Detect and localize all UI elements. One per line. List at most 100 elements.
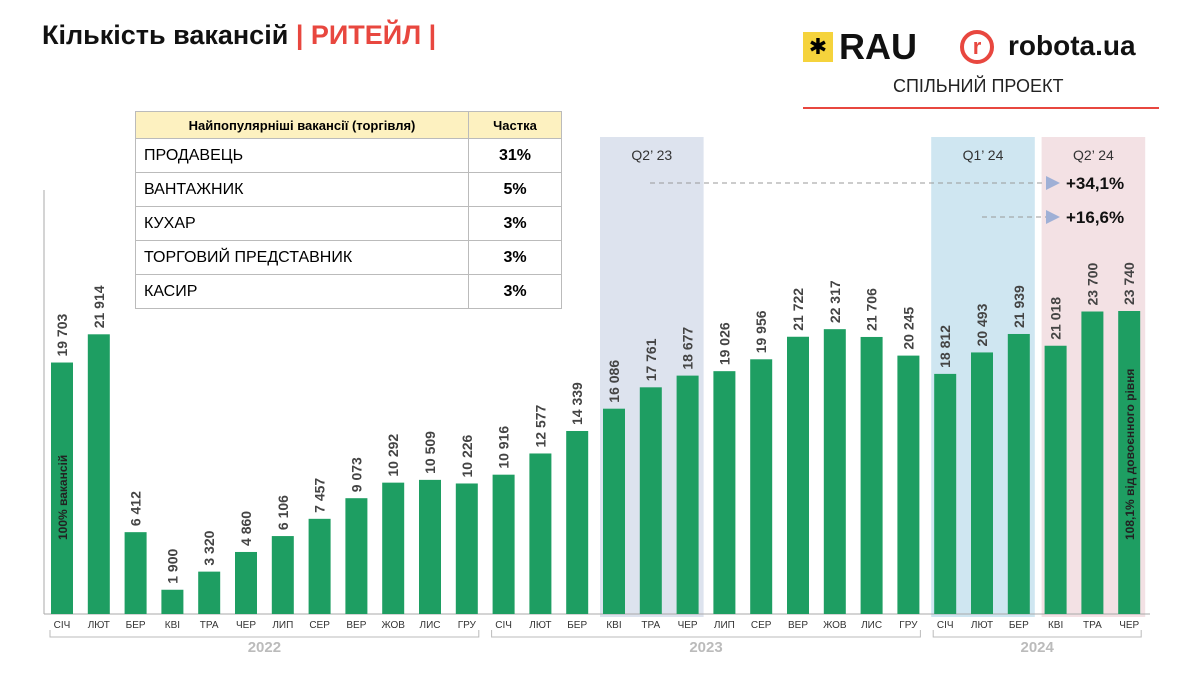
month-label: ТРА xyxy=(200,620,219,631)
bar xyxy=(124,532,147,614)
vacancy-share: 3% xyxy=(468,274,562,309)
bar-value-label: 9 073 xyxy=(348,457,364,492)
month-label: ТРА xyxy=(641,620,660,631)
bar xyxy=(934,373,957,614)
bar-value-label: 4 860 xyxy=(238,511,254,546)
table-row: ПРОДАВЕЦЬ 31% xyxy=(135,138,562,173)
bar-value-label: 7 457 xyxy=(312,478,328,513)
bar xyxy=(235,551,257,614)
rau-logo: RAU xyxy=(839,26,917,67)
month-label: КВІ xyxy=(1048,620,1063,631)
page-title: Кількість вакансій | РИТЕЙЛ | xyxy=(42,20,436,51)
arrow-icon xyxy=(1046,176,1060,190)
header-share: Частка xyxy=(468,111,562,139)
month-label: ЛЮТ xyxy=(88,620,110,631)
bar-value-label: 22 317 xyxy=(827,280,843,323)
robota-r-icon: r xyxy=(960,30,994,64)
bar xyxy=(492,474,515,614)
top-vacancies-table: Найпопулярніші вакансії (торгівля) Частка… xyxy=(135,111,562,309)
bar-value-label: 21 018 xyxy=(1048,297,1064,340)
bar xyxy=(87,334,110,614)
month-label: ЖОВ xyxy=(381,620,405,631)
quarter-label: Q2’ 24 xyxy=(1073,147,1114,163)
month-label: ТРА xyxy=(1083,620,1102,631)
year-label: 2024 xyxy=(1021,639,1055,656)
bar xyxy=(529,453,552,614)
month-label: ЛИС xyxy=(420,620,441,631)
growth-label: +34,1% xyxy=(1066,174,1124,193)
bar-value-label: 3 320 xyxy=(201,530,217,565)
bar xyxy=(161,589,184,614)
logos: ✱ RAU r robota.ua СПІЛЬНИЙ ПРОЕКТ xyxy=(803,26,1163,110)
month-label: КВІ xyxy=(165,620,180,631)
month-label: ЛИС xyxy=(861,620,882,631)
last-bar-annotation: 108,1% від довоєнного рівня xyxy=(1123,369,1137,540)
vacancy-share: 5% xyxy=(468,172,562,207)
month-label: ЛЮТ xyxy=(529,620,551,631)
bar-value-label: 6 412 xyxy=(128,491,144,526)
month-label: СЕР xyxy=(309,620,330,631)
month-label: БЕР xyxy=(126,620,146,631)
vacancy-name: ТОРГОВИЙ ПРЕДСТАВНИК xyxy=(135,240,469,275)
bar xyxy=(345,498,368,614)
bar-value-label: 23 740 xyxy=(1121,262,1137,305)
header-vacancy: Найпопулярніші вакансії (торгівля) xyxy=(135,111,469,139)
rau-star-icon: ✱ xyxy=(803,32,833,62)
bar xyxy=(308,518,331,614)
table-row: ТОРГОВИЙ ПРЕДСТАВНИК 3% xyxy=(135,240,562,275)
bar-value-label: 21 722 xyxy=(790,288,806,331)
bar-value-label: 23 700 xyxy=(1084,262,1100,305)
month-label: ЛЮТ xyxy=(971,620,993,631)
month-label: СІЧ xyxy=(54,620,71,631)
bar-value-label: 14 339 xyxy=(569,382,585,425)
year-label: 2022 xyxy=(248,639,281,656)
year-bracket xyxy=(932,630,1142,638)
bar-value-label: 21 706 xyxy=(864,288,880,331)
month-label: СІЧ xyxy=(937,620,954,631)
vacancy-share: 31% xyxy=(468,138,562,173)
month-label: ЛИП xyxy=(272,620,293,631)
bar-value-label: 20 493 xyxy=(974,303,990,346)
month-label: ВЕР xyxy=(346,620,366,631)
bar-value-label: 18 812 xyxy=(937,325,953,368)
bar-value-label: 12 577 xyxy=(532,404,548,447)
year-label: 2023 xyxy=(689,639,722,656)
month-label: ЧЕР xyxy=(678,620,698,631)
bar xyxy=(897,355,920,614)
bar xyxy=(1118,311,1141,614)
bar xyxy=(639,387,662,614)
vacancy-name: КУХАР xyxy=(135,206,469,241)
bar-value-label: 10 916 xyxy=(496,426,512,469)
bar xyxy=(1081,311,1104,614)
divider xyxy=(803,107,1159,109)
bar xyxy=(750,359,773,614)
bar xyxy=(676,375,699,614)
vacancy-name: ВАНТАЖНИК xyxy=(135,172,469,207)
table-row: КУХАР 3% xyxy=(135,206,562,241)
first-bar-annotation: 100% вакансій xyxy=(56,455,70,540)
month-label: ЧЕР xyxy=(1119,620,1139,631)
table-row: КАСИР 3% xyxy=(135,274,562,309)
title-text: Кількість вакансій xyxy=(42,20,289,50)
robota-logo: robota.ua xyxy=(1008,30,1136,61)
vacancy-name: КАСИР xyxy=(135,274,469,309)
bar xyxy=(51,362,73,614)
quarter-label: Q1’ 24 xyxy=(963,147,1004,163)
bar-value-label: 19 026 xyxy=(716,322,732,365)
bar-value-label: 18 677 xyxy=(680,327,696,370)
bar-value-label: 10 292 xyxy=(385,434,401,477)
bar-value-label: 19 703 xyxy=(54,313,70,356)
bar xyxy=(419,479,441,614)
month-label: ЧЕР xyxy=(236,620,256,631)
bar-value-label: 20 245 xyxy=(900,307,916,350)
bar-value-label: 10 509 xyxy=(422,431,438,474)
bar xyxy=(198,571,221,614)
bar-value-label: 19 956 xyxy=(753,310,769,353)
bar xyxy=(382,482,405,614)
bar xyxy=(455,483,478,614)
month-label: БЕР xyxy=(1009,620,1029,631)
bar-value-label: 6 106 xyxy=(275,495,291,530)
bar xyxy=(823,329,846,614)
bar xyxy=(713,371,736,614)
